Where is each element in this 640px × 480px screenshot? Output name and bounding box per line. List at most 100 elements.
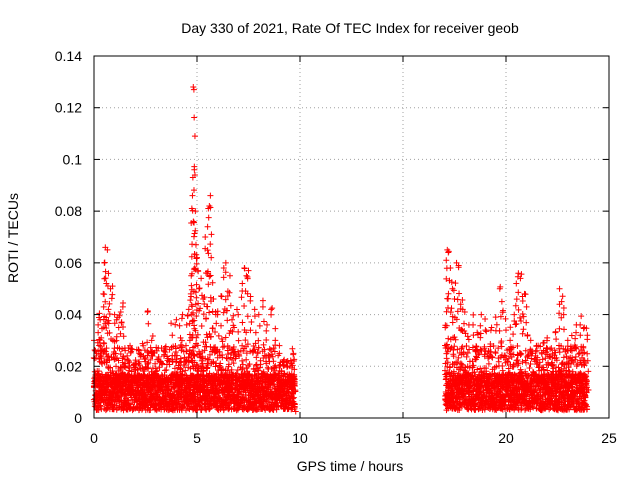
data-point — [507, 324, 514, 331]
data-point — [187, 297, 194, 304]
data-point — [454, 296, 461, 303]
data-point — [259, 297, 266, 304]
data-point — [487, 327, 494, 334]
data-point — [202, 234, 209, 240]
data-point — [210, 359, 217, 366]
data-point — [271, 348, 278, 355]
data-point — [230, 312, 237, 319]
data-point — [120, 299, 127, 306]
data-point — [219, 344, 226, 351]
data-point — [224, 317, 231, 324]
data-point — [251, 313, 258, 320]
data-point — [272, 342, 279, 349]
data-point — [556, 325, 563, 332]
data-point — [161, 367, 168, 374]
data-point — [220, 274, 227, 281]
data-point — [523, 319, 530, 326]
data-point — [229, 316, 236, 323]
data-point — [461, 320, 468, 327]
data-point — [498, 298, 505, 305]
data-point — [526, 364, 533, 371]
data-point — [191, 219, 198, 226]
data-point — [507, 337, 514, 344]
data-point — [496, 327, 503, 334]
data-point — [179, 311, 186, 318]
data-point — [266, 345, 273, 352]
data-point — [559, 293, 566, 300]
data-point — [251, 346, 258, 353]
data-point — [269, 353, 276, 360]
data-point — [290, 350, 297, 357]
data-point — [243, 356, 250, 363]
data-point — [153, 347, 160, 354]
data-point — [184, 312, 191, 319]
data-point — [222, 334, 229, 341]
data-point — [443, 257, 450, 264]
data-point — [191, 163, 198, 170]
data-point — [257, 361, 264, 368]
data-point — [578, 313, 585, 320]
data-point — [450, 353, 457, 360]
data-point — [289, 345, 296, 352]
data-point — [239, 319, 246, 326]
data-point — [218, 293, 225, 300]
data-point — [177, 334, 184, 341]
data-point — [108, 295, 115, 302]
data-point — [264, 398, 271, 405]
data-point — [270, 358, 277, 365]
data-point — [564, 337, 571, 344]
data-point — [251, 306, 258, 313]
data-point — [510, 331, 517, 338]
data-point — [207, 241, 214, 248]
data-point — [225, 351, 232, 358]
data-point — [527, 337, 534, 344]
data-point — [493, 321, 500, 328]
data-point — [192, 241, 199, 248]
data-point — [447, 265, 454, 272]
data-point — [205, 214, 212, 221]
data-point — [168, 320, 175, 327]
data-point — [209, 279, 216, 286]
data-point — [235, 311, 242, 318]
data-point — [162, 343, 169, 350]
data-point — [519, 310, 526, 317]
data-point — [186, 331, 193, 338]
data-point — [252, 329, 259, 336]
data-point — [97, 402, 104, 409]
data-point — [261, 346, 268, 353]
data-point — [512, 302, 519, 309]
data-point — [178, 315, 185, 322]
data-point — [289, 395, 296, 402]
data-point — [190, 233, 197, 240]
x-tick-label: 20 — [498, 430, 514, 446]
data-point — [189, 192, 196, 199]
data-point — [492, 314, 499, 321]
data-point — [499, 367, 506, 374]
data-point — [190, 187, 197, 194]
data-point — [560, 304, 567, 311]
data-point — [226, 289, 233, 296]
data-point — [215, 332, 222, 339]
x-tick-label: 5 — [193, 430, 201, 446]
data-point — [500, 307, 507, 314]
data-point — [172, 321, 179, 328]
data-point — [183, 321, 190, 328]
data-point — [259, 303, 266, 310]
data-point — [173, 316, 180, 323]
data-point — [515, 289, 522, 296]
data-point — [145, 349, 152, 356]
data-point — [478, 311, 485, 318]
data-point — [226, 272, 233, 279]
data-point — [238, 294, 245, 301]
data-points — [90, 84, 592, 415]
grid — [94, 56, 609, 418]
data-point — [445, 295, 452, 302]
data-point — [144, 352, 151, 359]
data-point — [205, 356, 212, 363]
data-point — [257, 364, 264, 371]
data-point — [106, 311, 113, 318]
data-point — [95, 329, 102, 336]
data-point — [239, 280, 246, 287]
data-point — [101, 291, 108, 298]
